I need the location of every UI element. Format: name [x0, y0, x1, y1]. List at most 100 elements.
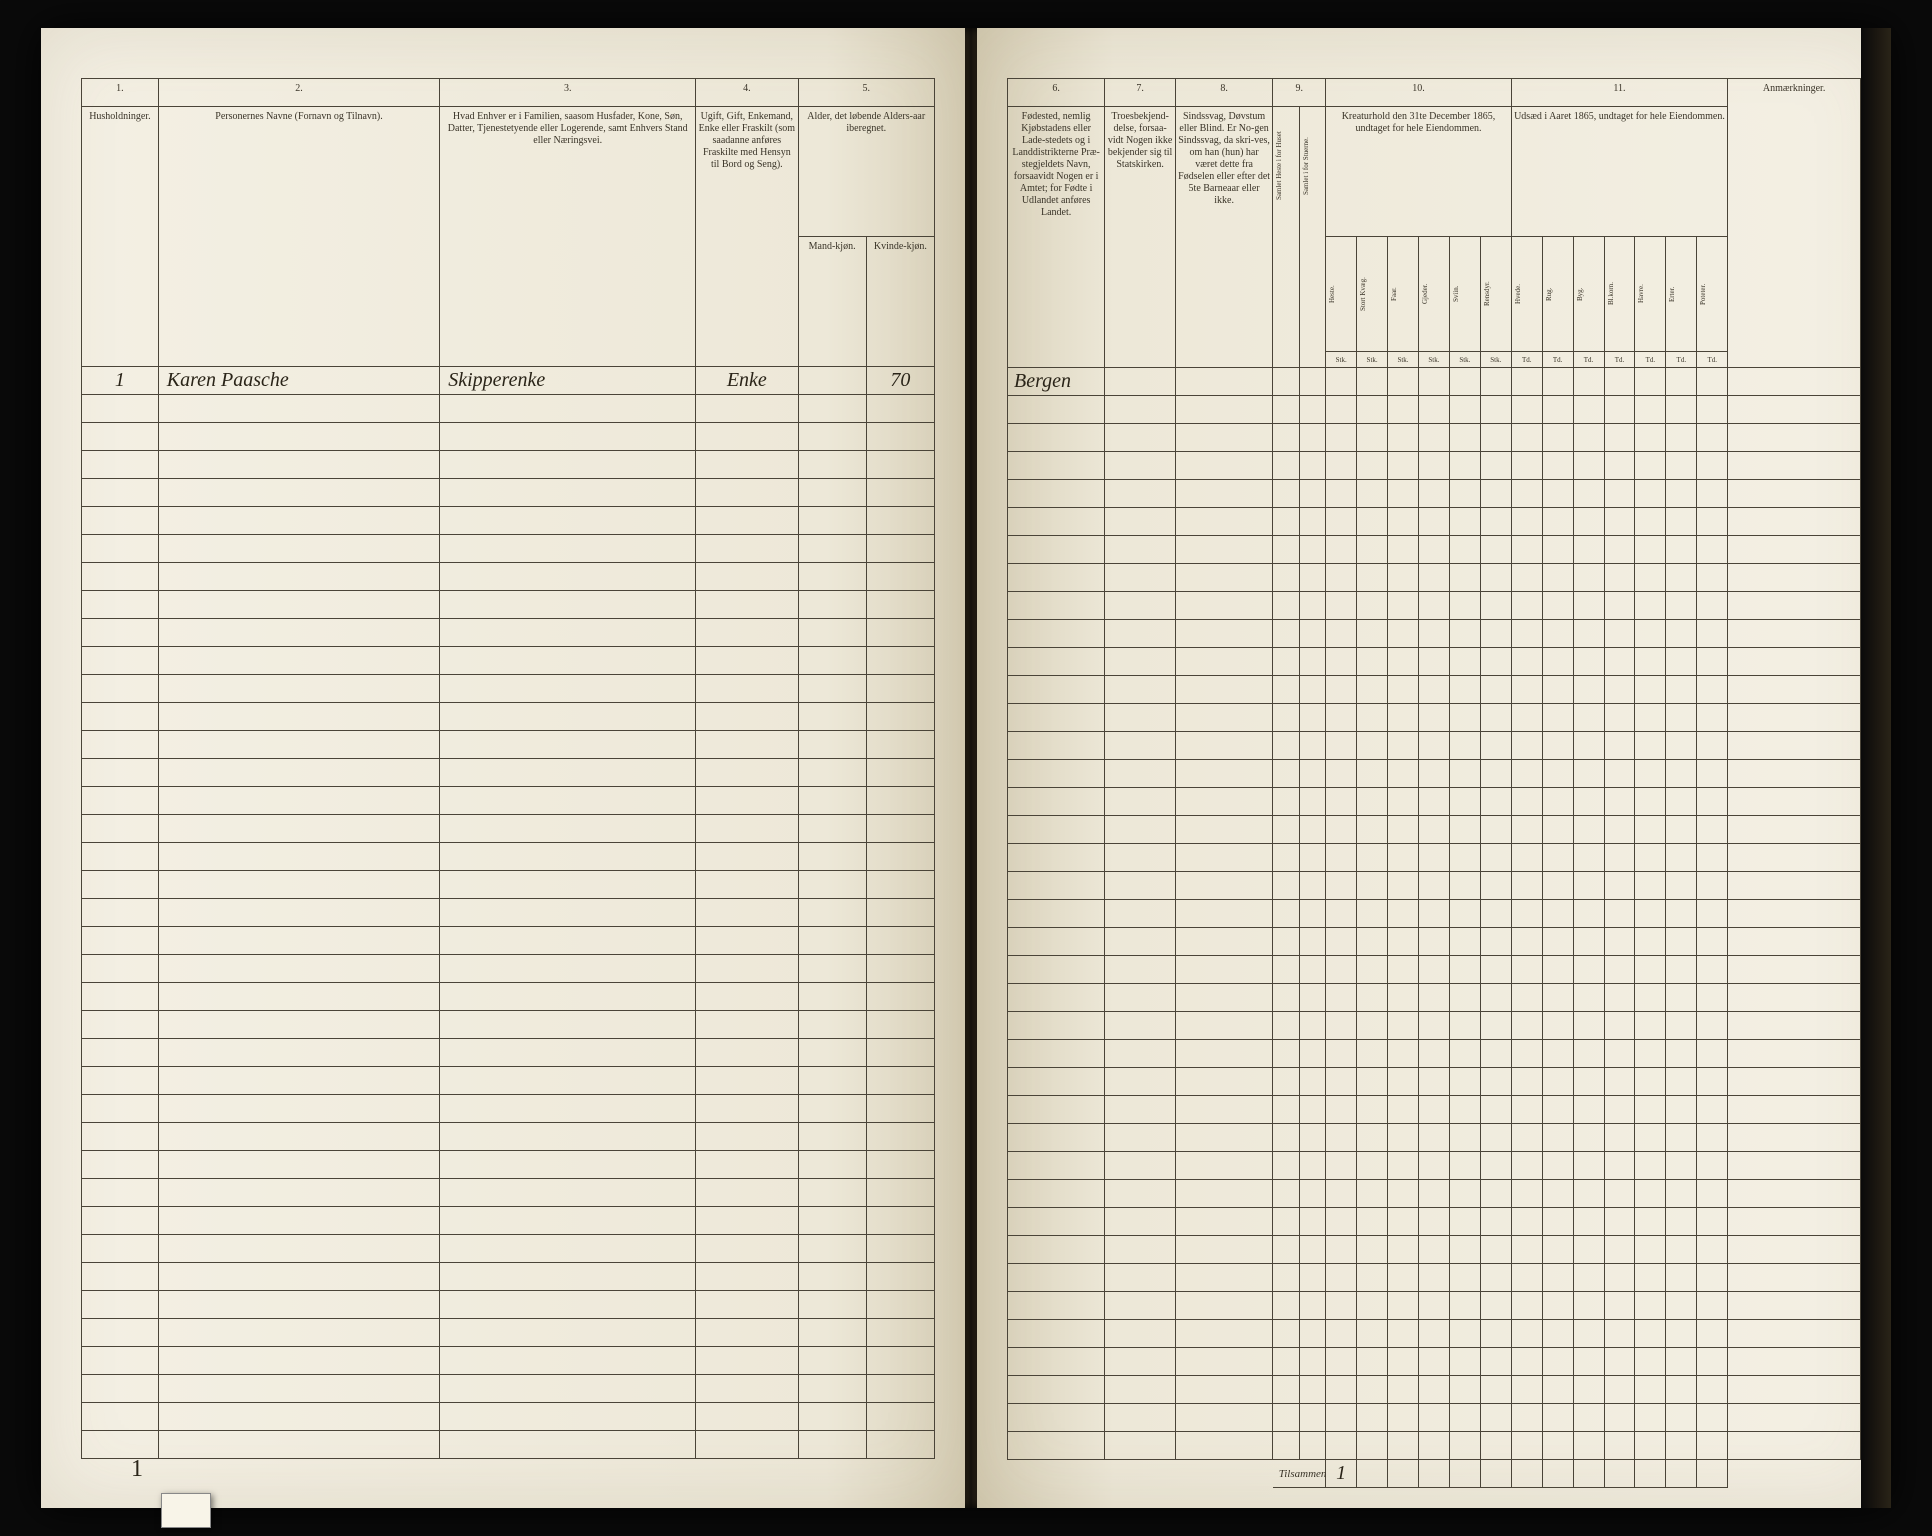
- cell: [866, 787, 934, 815]
- cell: [82, 591, 159, 619]
- cell: [1697, 872, 1728, 900]
- cell: [1388, 1320, 1419, 1348]
- cell: [1666, 984, 1697, 1012]
- cell: [1604, 1012, 1635, 1040]
- cell: [1357, 1320, 1388, 1348]
- table-row: [82, 479, 935, 507]
- cell: [866, 759, 934, 787]
- cell: [82, 423, 159, 451]
- cell: [1418, 732, 1449, 760]
- cell: [1573, 564, 1604, 592]
- cell: [1326, 1264, 1357, 1292]
- cell: [1418, 704, 1449, 732]
- cell: [1418, 844, 1449, 872]
- cell: [1728, 1208, 1861, 1236]
- cell: [1666, 1180, 1697, 1208]
- cell: [1326, 984, 1357, 1012]
- cell: [1604, 1180, 1635, 1208]
- cell: [1008, 1152, 1105, 1180]
- table-row: [1008, 452, 1861, 480]
- cell: [1728, 424, 1861, 452]
- cell: [1105, 424, 1176, 452]
- table-row: [82, 983, 935, 1011]
- cell: [1542, 1292, 1573, 1320]
- cell: [1511, 1152, 1542, 1180]
- cell: [1357, 872, 1388, 900]
- cell: [1542, 480, 1573, 508]
- cell: [1326, 424, 1357, 452]
- cell: [1666, 956, 1697, 984]
- cell: [1388, 1236, 1419, 1264]
- table-row: [1008, 424, 1861, 452]
- cell: [1635, 1348, 1666, 1376]
- cell-birthplace: Bergen: [1008, 368, 1105, 396]
- cell: [1326, 508, 1357, 536]
- cell: [1635, 1320, 1666, 1348]
- cell: [82, 1011, 159, 1039]
- cell: [798, 1319, 866, 1347]
- table-row: [1008, 844, 1861, 872]
- cell: [1480, 480, 1511, 508]
- cell-age-f: 70: [866, 367, 934, 395]
- table-row: [82, 563, 935, 591]
- cell: [1326, 1096, 1357, 1124]
- col-remarks: Anmærkninger.: [1728, 79, 1861, 368]
- table-row: [82, 395, 935, 423]
- cell: [1573, 984, 1604, 1012]
- cell: [1418, 1236, 1449, 1264]
- cell: [1511, 1040, 1542, 1068]
- cell: [1635, 536, 1666, 564]
- cell: [1299, 704, 1326, 732]
- col-1-num: 1.: [82, 79, 159, 107]
- cell: [1697, 816, 1728, 844]
- cell: [1299, 1264, 1326, 1292]
- cell: [696, 955, 798, 983]
- cell: [1480, 1292, 1511, 1320]
- col-2-num: 2.: [158, 79, 439, 107]
- cell: [1326, 620, 1357, 648]
- cell: [1697, 1068, 1728, 1096]
- cell: [1388, 1348, 1419, 1376]
- cell: [1357, 536, 1388, 564]
- cell: [158, 871, 439, 899]
- cell: [1326, 1208, 1357, 1236]
- cell: [1388, 956, 1419, 984]
- cell: [158, 647, 439, 675]
- cell: [82, 759, 159, 787]
- cell: [1105, 592, 1176, 620]
- cell: [1175, 648, 1272, 676]
- cell: [1635, 704, 1666, 732]
- cell: [82, 675, 159, 703]
- cell: [1299, 1404, 1326, 1432]
- table-row: [1008, 732, 1861, 760]
- cell: [82, 507, 159, 535]
- cell: [1008, 676, 1105, 704]
- cell: [440, 619, 696, 647]
- cell: [1299, 564, 1326, 592]
- cell: [798, 1207, 866, 1235]
- cell: [1604, 928, 1635, 956]
- cell: [798, 1347, 866, 1375]
- cell: [1008, 1404, 1105, 1432]
- cell: [158, 983, 439, 1011]
- cell: [1573, 1152, 1604, 1180]
- cell: [866, 591, 934, 619]
- cell: [1449, 844, 1480, 872]
- cell: [1480, 1236, 1511, 1264]
- cell: [1480, 1124, 1511, 1152]
- cell: [1480, 1096, 1511, 1124]
- cell: [1728, 1292, 1861, 1320]
- cell: [1542, 368, 1573, 396]
- cell: [866, 1431, 934, 1459]
- cell: [1697, 1012, 1728, 1040]
- cell: [1388, 508, 1419, 536]
- cell: [1105, 1152, 1176, 1180]
- cell: [696, 703, 798, 731]
- cell: [1418, 620, 1449, 648]
- cell: [798, 1179, 866, 1207]
- cell: [1273, 1124, 1300, 1152]
- cell: [696, 1067, 798, 1095]
- cell: [1105, 1404, 1176, 1432]
- unit-cell: Stk.: [1326, 352, 1357, 368]
- cell: [1008, 480, 1105, 508]
